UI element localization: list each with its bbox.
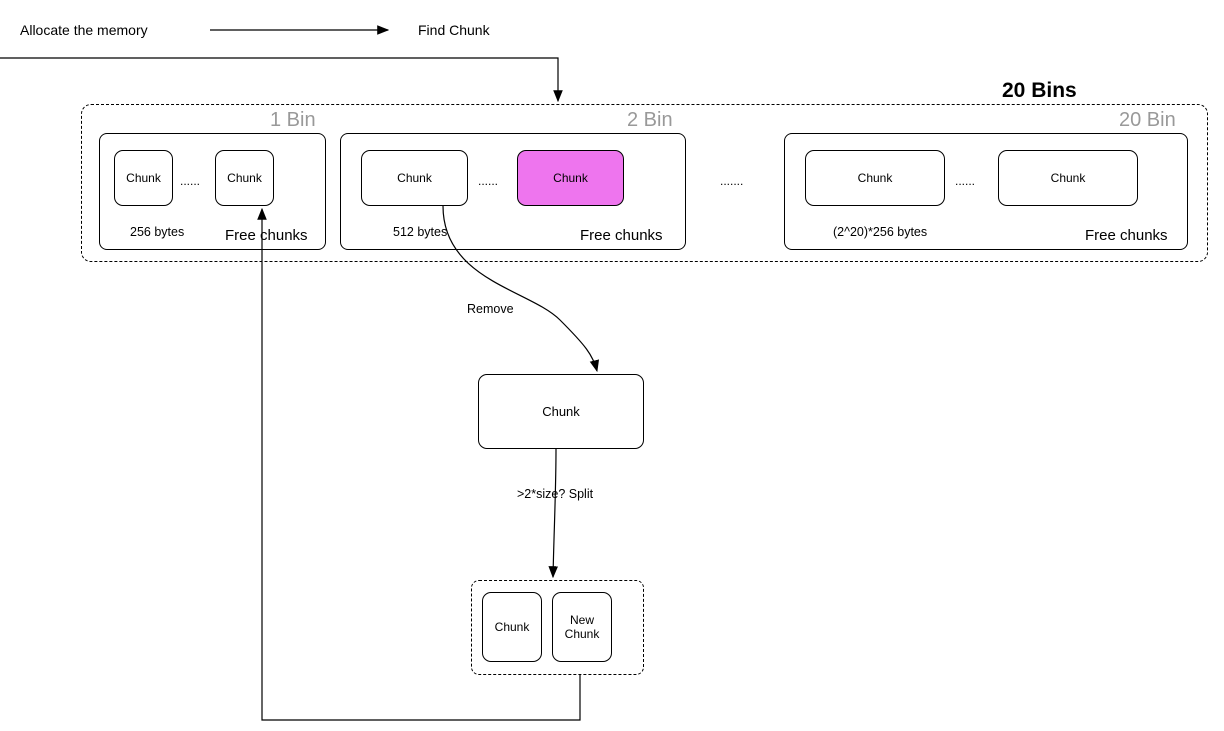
bin1-title: 1 Bin	[270, 109, 316, 132]
bin2-size: 512 bytes	[393, 225, 447, 239]
arrow-split	[553, 449, 556, 577]
bin20-free: Free chunks	[1085, 227, 1168, 244]
bin1-size: 256 bytes	[130, 225, 184, 239]
find-chunk-label: Find Chunk	[418, 22, 490, 38]
allocate-memory-label: Allocate the memory	[20, 22, 148, 38]
bin20-size: (2^20)*256 bytes	[833, 225, 927, 239]
bin2-dots: ......	[478, 174, 498, 188]
bin20-chunk-1: Chunk	[805, 150, 945, 206]
bins-title: 20 Bins	[1002, 79, 1077, 103]
bin20-title: 20 Bin	[1119, 109, 1176, 132]
bin2-title: 2 Bin	[627, 109, 673, 132]
split-chunk-2: New Chunk	[552, 592, 612, 662]
bin2-chunk-2-highlight: Chunk	[517, 150, 624, 206]
remove-label: Remove	[467, 302, 514, 316]
bin20-chunk-2: Chunk	[998, 150, 1138, 206]
removed-chunk: Chunk	[478, 374, 644, 449]
bin20-dots: ......	[955, 174, 975, 188]
bin2-chunk-1: Chunk	[361, 150, 468, 206]
bin2-free: Free chunks	[580, 227, 663, 244]
bin1-free: Free chunks	[225, 227, 308, 244]
bin1-chunk-2: Chunk	[215, 150, 274, 206]
split-chunk-1: Chunk	[482, 592, 542, 662]
bin1-dots: ......	[180, 174, 200, 188]
bin1-chunk-1: Chunk	[114, 150, 173, 206]
arrow-find-to-bins	[0, 58, 558, 101]
split-label: >2*size? Split	[517, 487, 593, 501]
between-bins-dots: .......	[720, 174, 743, 188]
